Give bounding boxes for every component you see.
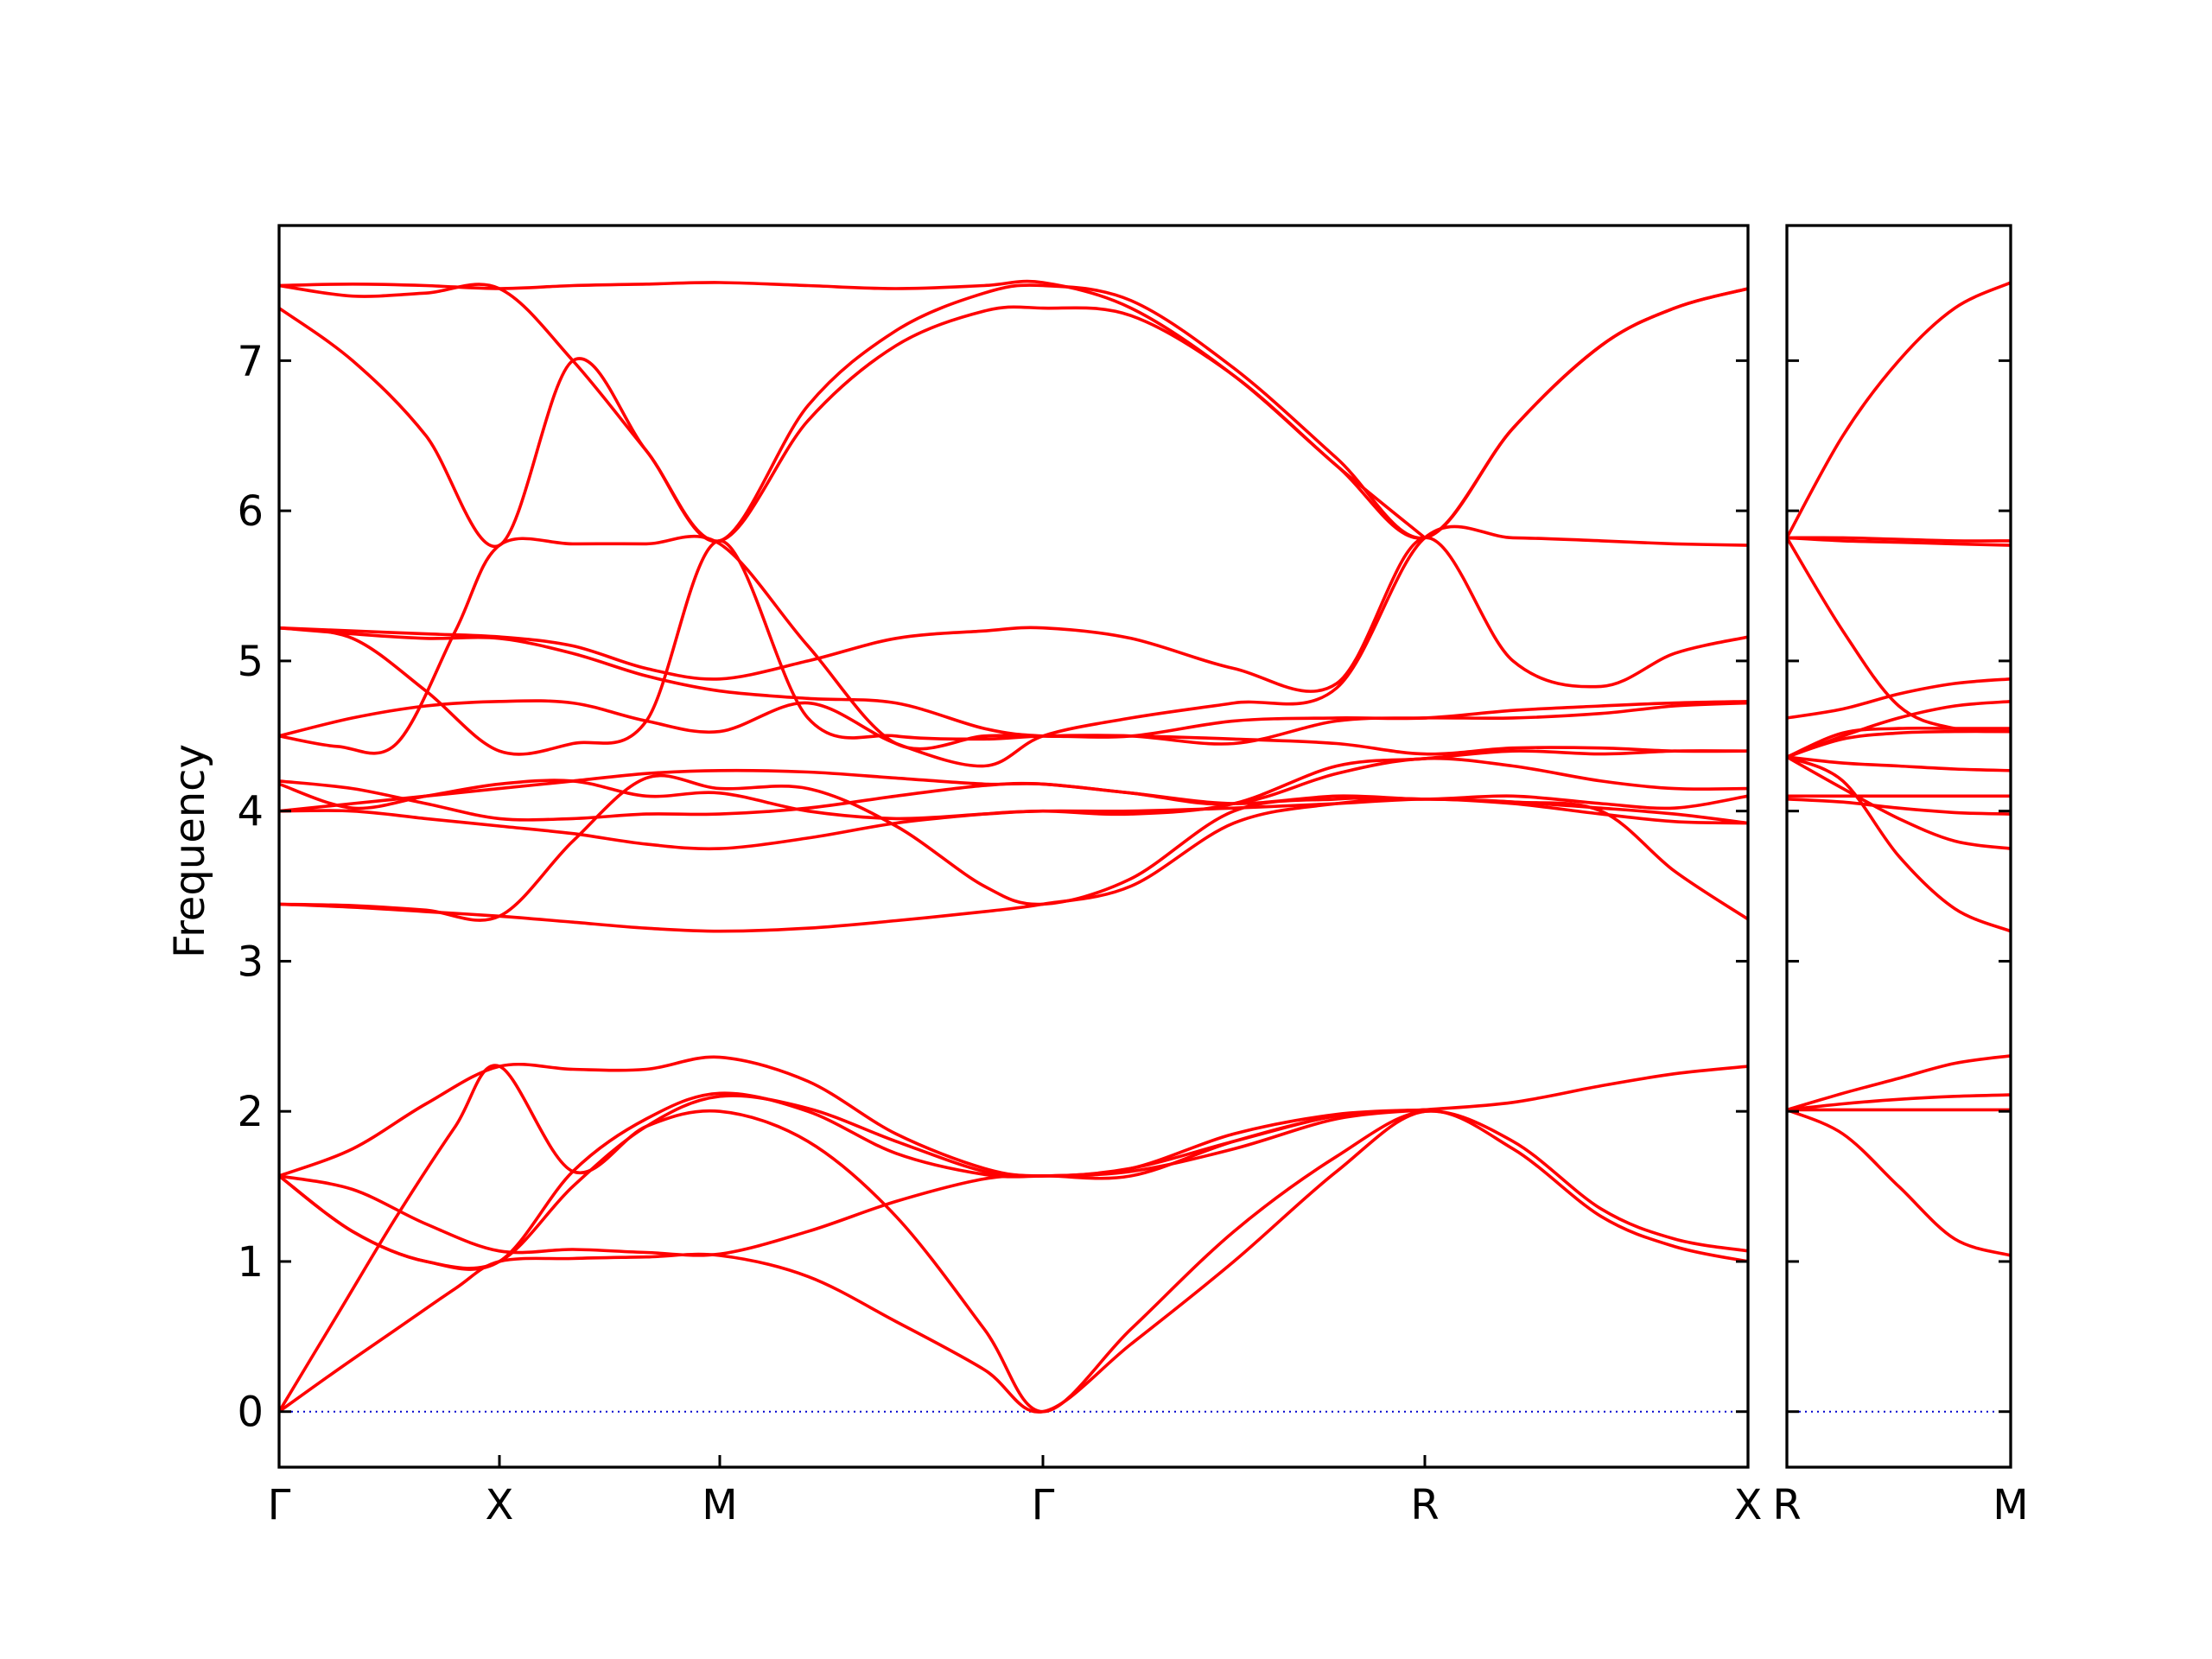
panel-frame-right <box>1785 224 2012 1469</box>
axis-ticks <box>277 359 2012 1467</box>
y-tick-label-2: 2 <box>237 1088 264 1136</box>
band-line-left-13 <box>279 534 1748 755</box>
bands-left <box>279 279 1748 1414</box>
band-line-left-4 <box>279 1055 1427 1178</box>
y-tick-label-1: 1 <box>237 1238 264 1287</box>
band-line-left-6 <box>279 1091 1427 1271</box>
x-tick-label-left-2: M <box>702 1481 737 1529</box>
y-tick-label-0: 0 <box>237 1389 264 1437</box>
band-line-left-18 <box>279 279 1748 540</box>
band-line-right-6 <box>1787 755 2011 850</box>
y-axis-label: Frequency <box>166 744 214 958</box>
y-tick-label-3: 3 <box>237 938 264 986</box>
x-tick-label-left-3: Γ <box>1032 1481 1055 1529</box>
x-tick-label-left-0: Γ <box>268 1481 291 1529</box>
band-line-left-3 <box>279 1065 1748 1257</box>
band-line-left-16 <box>279 539 1748 756</box>
phonon-bands <box>279 279 2011 1414</box>
bands-right <box>1787 281 2011 1257</box>
band-line-left-19 <box>279 283 1748 543</box>
band-line-left-1 <box>279 1109 1748 1414</box>
y-tick-label-6: 6 <box>237 487 264 536</box>
y-tick-label-5: 5 <box>237 638 264 686</box>
x-tick-label-right-1: M <box>1993 1481 2028 1529</box>
band-line-right-9 <box>1787 755 2011 772</box>
band-line-left-5 <box>279 1094 1427 1270</box>
x-tick-label-left-4: R <box>1410 1481 1439 1529</box>
band-line-right-4 <box>1787 1054 2011 1112</box>
y-tick-label-7: 7 <box>237 337 264 385</box>
panel-frames <box>277 224 2012 1469</box>
x-tick-label-right-0: R <box>1772 1481 1801 1529</box>
y-tick-label-4: 4 <box>237 788 264 836</box>
band-line-left-20 <box>279 305 1427 549</box>
band-line-right-7 <box>1787 798 2011 816</box>
band-line-left-2 <box>279 1064 1748 1414</box>
band-line-right-11 <box>1787 700 2011 759</box>
band-line-left-12 <box>279 749 1748 821</box>
band-line-right-3 <box>1787 1093 2011 1112</box>
band-line-right-12 <box>1787 677 2011 720</box>
band-line-right-5 <box>1787 755 2011 933</box>
band-line-left-17 <box>279 626 1748 756</box>
x-tick-label-left-1: X <box>486 1481 514 1529</box>
band-line-left-14 <box>279 524 1748 768</box>
band-line-right-17 <box>1787 281 2011 540</box>
band-line-left-15 <box>279 536 1748 693</box>
band-line-right-13 <box>1787 726 2011 759</box>
x-tick-label-left-5: X <box>1734 1481 1763 1529</box>
band-line-right-16 <box>1787 536 2011 543</box>
band-line-right-14 <box>1787 536 2011 734</box>
band-line-right-1 <box>1787 1108 2011 1257</box>
band-line-left-11 <box>279 756 1748 822</box>
panel-frame-left <box>277 224 1750 1469</box>
band-line-right-15 <box>1787 536 2011 547</box>
